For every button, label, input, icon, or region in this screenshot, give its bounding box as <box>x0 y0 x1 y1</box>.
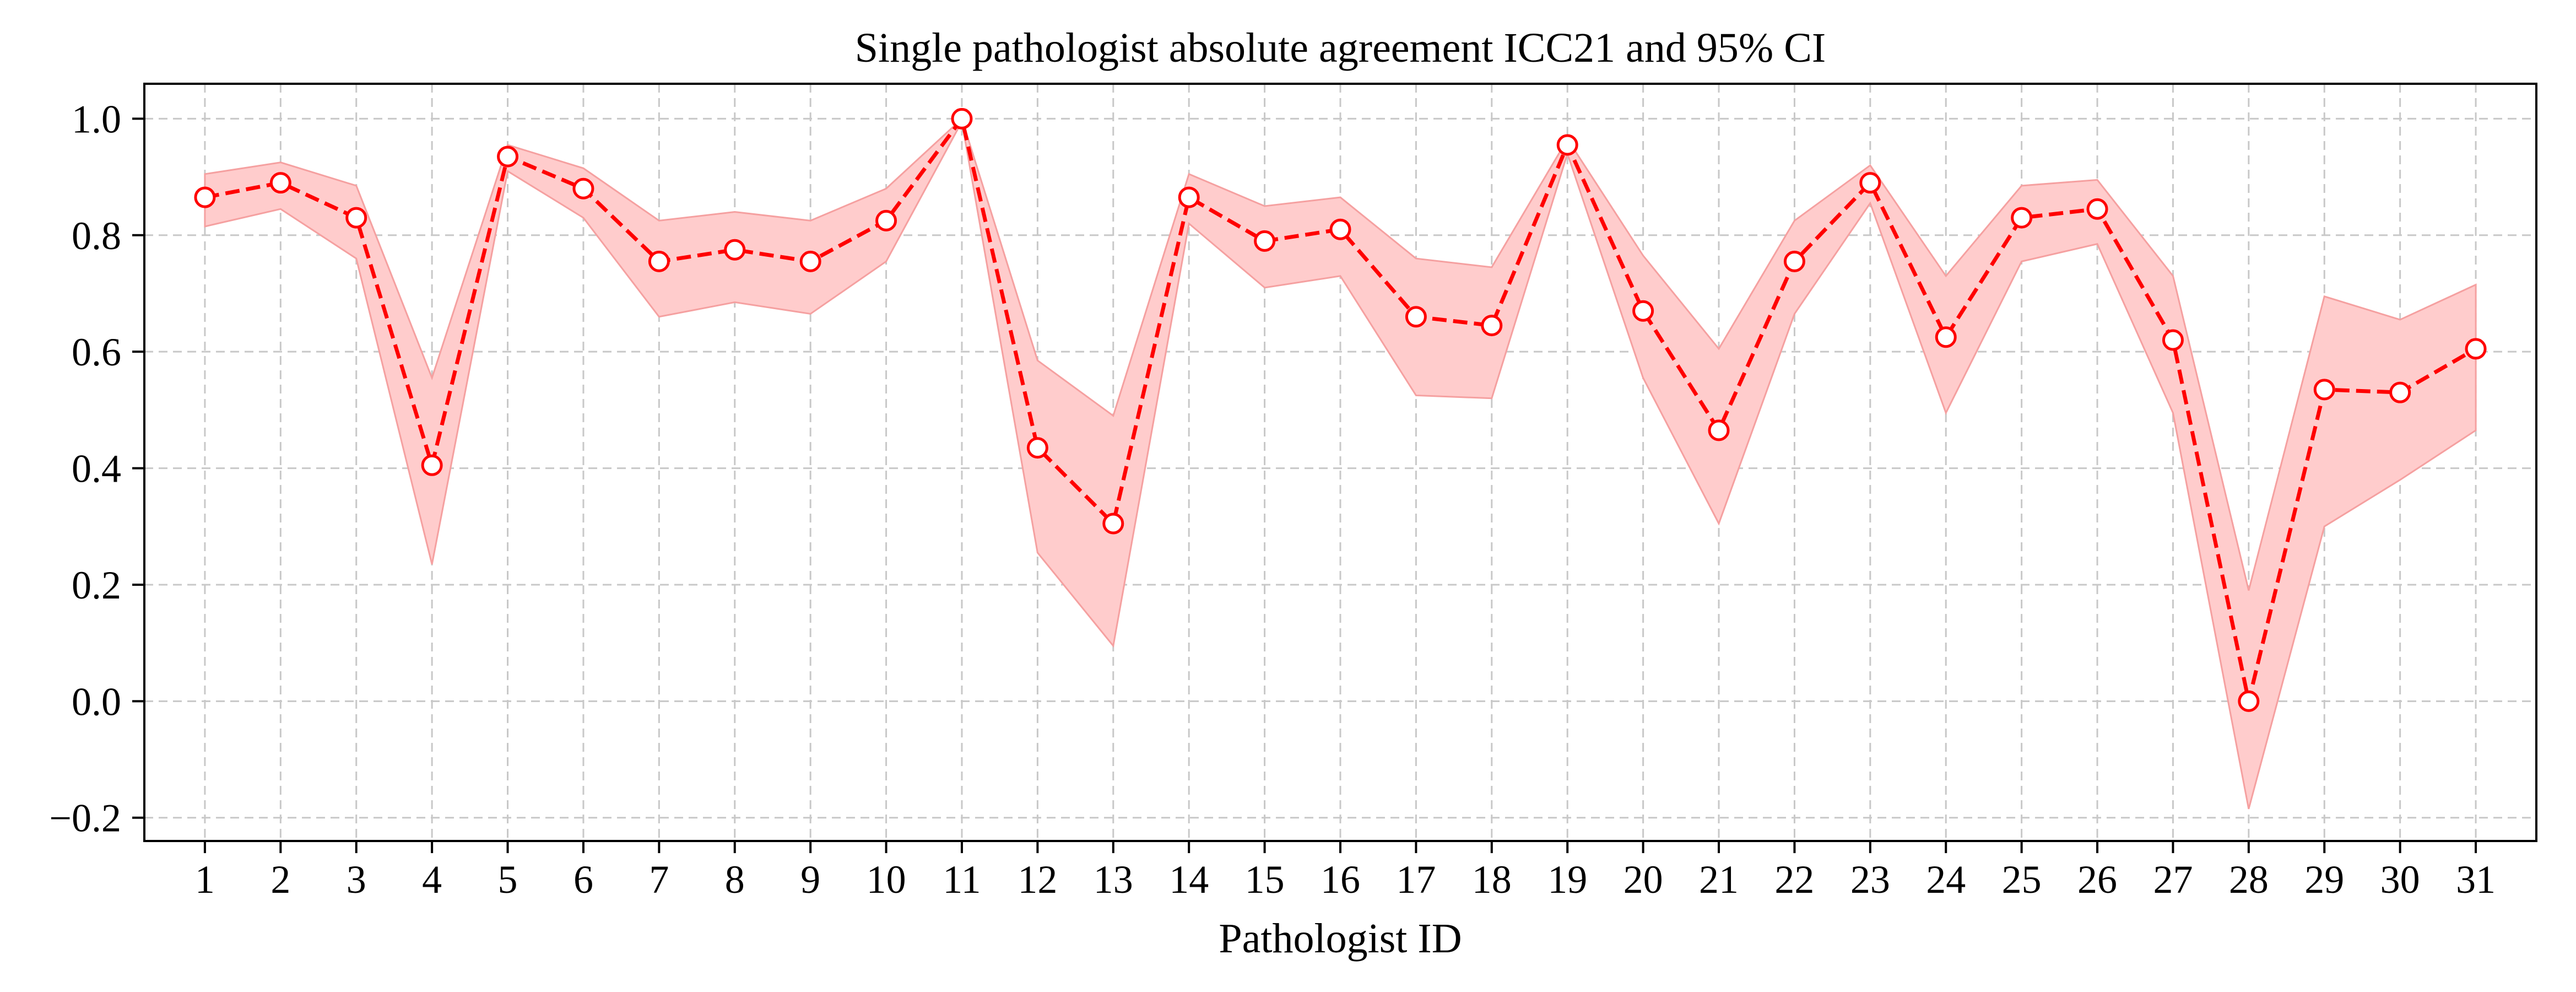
x-tick-label: 28 <box>2229 858 2269 902</box>
y-tick-label: 0.4 <box>72 447 121 491</box>
x-tick-label: 29 <box>2304 858 2344 902</box>
x-tick-label: 19 <box>1547 858 1587 902</box>
data-point <box>2162 329 2184 351</box>
y-tick-label: 0.2 <box>72 563 121 607</box>
x-tick-label: 18 <box>1472 858 1512 902</box>
x-tick-label: 14 <box>1169 858 1209 902</box>
x-tick-label: 21 <box>1699 858 1739 902</box>
data-point <box>497 145 519 168</box>
x-tick-label: 12 <box>1018 858 1057 902</box>
data-point <box>1102 513 1124 535</box>
x-tick-label: 6 <box>573 858 593 902</box>
data-point <box>269 172 291 194</box>
x-tick-label: 10 <box>867 858 906 902</box>
x-tick-label: 5 <box>498 858 518 902</box>
x-tick-label: 9 <box>800 858 820 902</box>
data-point <box>951 107 973 130</box>
y-axis-ticks: −0.2 0.0 0.2 0.4 0.6 0.8 1.0 <box>49 97 144 840</box>
x-tick-label: 26 <box>2077 858 2117 902</box>
data-point <box>2238 690 2260 712</box>
data-point <box>1405 306 1427 328</box>
y-tick-label: −0.2 <box>49 796 121 840</box>
x-tick-label: 20 <box>1623 858 1663 902</box>
x-tick-label: 2 <box>270 858 290 902</box>
x-tick-label: 15 <box>1245 858 1285 902</box>
data-point <box>875 209 897 231</box>
x-tick-label: 30 <box>2380 858 2420 902</box>
x-tick-label: 3 <box>347 858 366 902</box>
data-point <box>1178 186 1200 208</box>
x-tick-label: 22 <box>1774 858 1814 902</box>
y-tick-label: 0.6 <box>72 330 121 374</box>
data-point <box>2313 379 2335 401</box>
x-tick-label: 8 <box>725 858 745 902</box>
x-axis-ticks: 1 2 3 4 5 6 7 8 9 10 11 12 13 14 15 16 17 18 19 20 21 22 23 24 2… <box>195 841 2496 902</box>
data-point <box>421 454 443 476</box>
ci-band-area <box>204 117 2477 810</box>
x-tick-label: 25 <box>2002 858 2042 902</box>
data-point <box>1254 230 1276 252</box>
data-point <box>1026 437 1048 459</box>
x-tick-label: 24 <box>1926 858 1966 902</box>
data-point <box>345 207 367 229</box>
data-point <box>2389 381 2411 403</box>
series-markers <box>194 107 2487 712</box>
data-point <box>2465 338 2487 360</box>
x-tick-label: 1 <box>195 858 215 902</box>
data-point <box>2011 207 2033 229</box>
data-point <box>1708 419 1730 441</box>
data-point <box>724 239 746 261</box>
y-tick-label: 0.8 <box>72 214 121 258</box>
x-tick-label: 7 <box>649 858 669 902</box>
y-tick-label: 1.0 <box>72 97 121 141</box>
data-point <box>194 186 216 208</box>
x-tick-label: 16 <box>1321 858 1360 902</box>
chart-title: Single pathologist absolute agreement IC… <box>855 25 1826 71</box>
data-point <box>572 177 594 200</box>
data-point <box>2086 198 2108 220</box>
x-tick-label: 13 <box>1094 858 1133 902</box>
x-tick-label: 17 <box>1396 858 1436 902</box>
data-point <box>1859 172 1881 194</box>
data-point <box>1329 218 1351 240</box>
data-point <box>648 250 670 272</box>
y-tick-label: 0.0 <box>72 680 121 724</box>
x-tick-label: 31 <box>2456 858 2496 902</box>
data-point <box>1935 326 1957 348</box>
x-tick-label: 4 <box>422 858 442 902</box>
x-axis-label: Pathologist ID <box>1219 915 1462 962</box>
data-point <box>1783 250 1805 272</box>
x-tick-label: 11 <box>943 858 981 902</box>
x-tick-label: 23 <box>1850 858 1890 902</box>
x-tick-label: 27 <box>2153 858 2193 902</box>
data-point <box>799 250 821 272</box>
data-point <box>1481 315 1503 337</box>
confidence-interval-band <box>204 117 2477 810</box>
data-point <box>1632 300 1654 322</box>
data-point <box>1556 134 1578 156</box>
